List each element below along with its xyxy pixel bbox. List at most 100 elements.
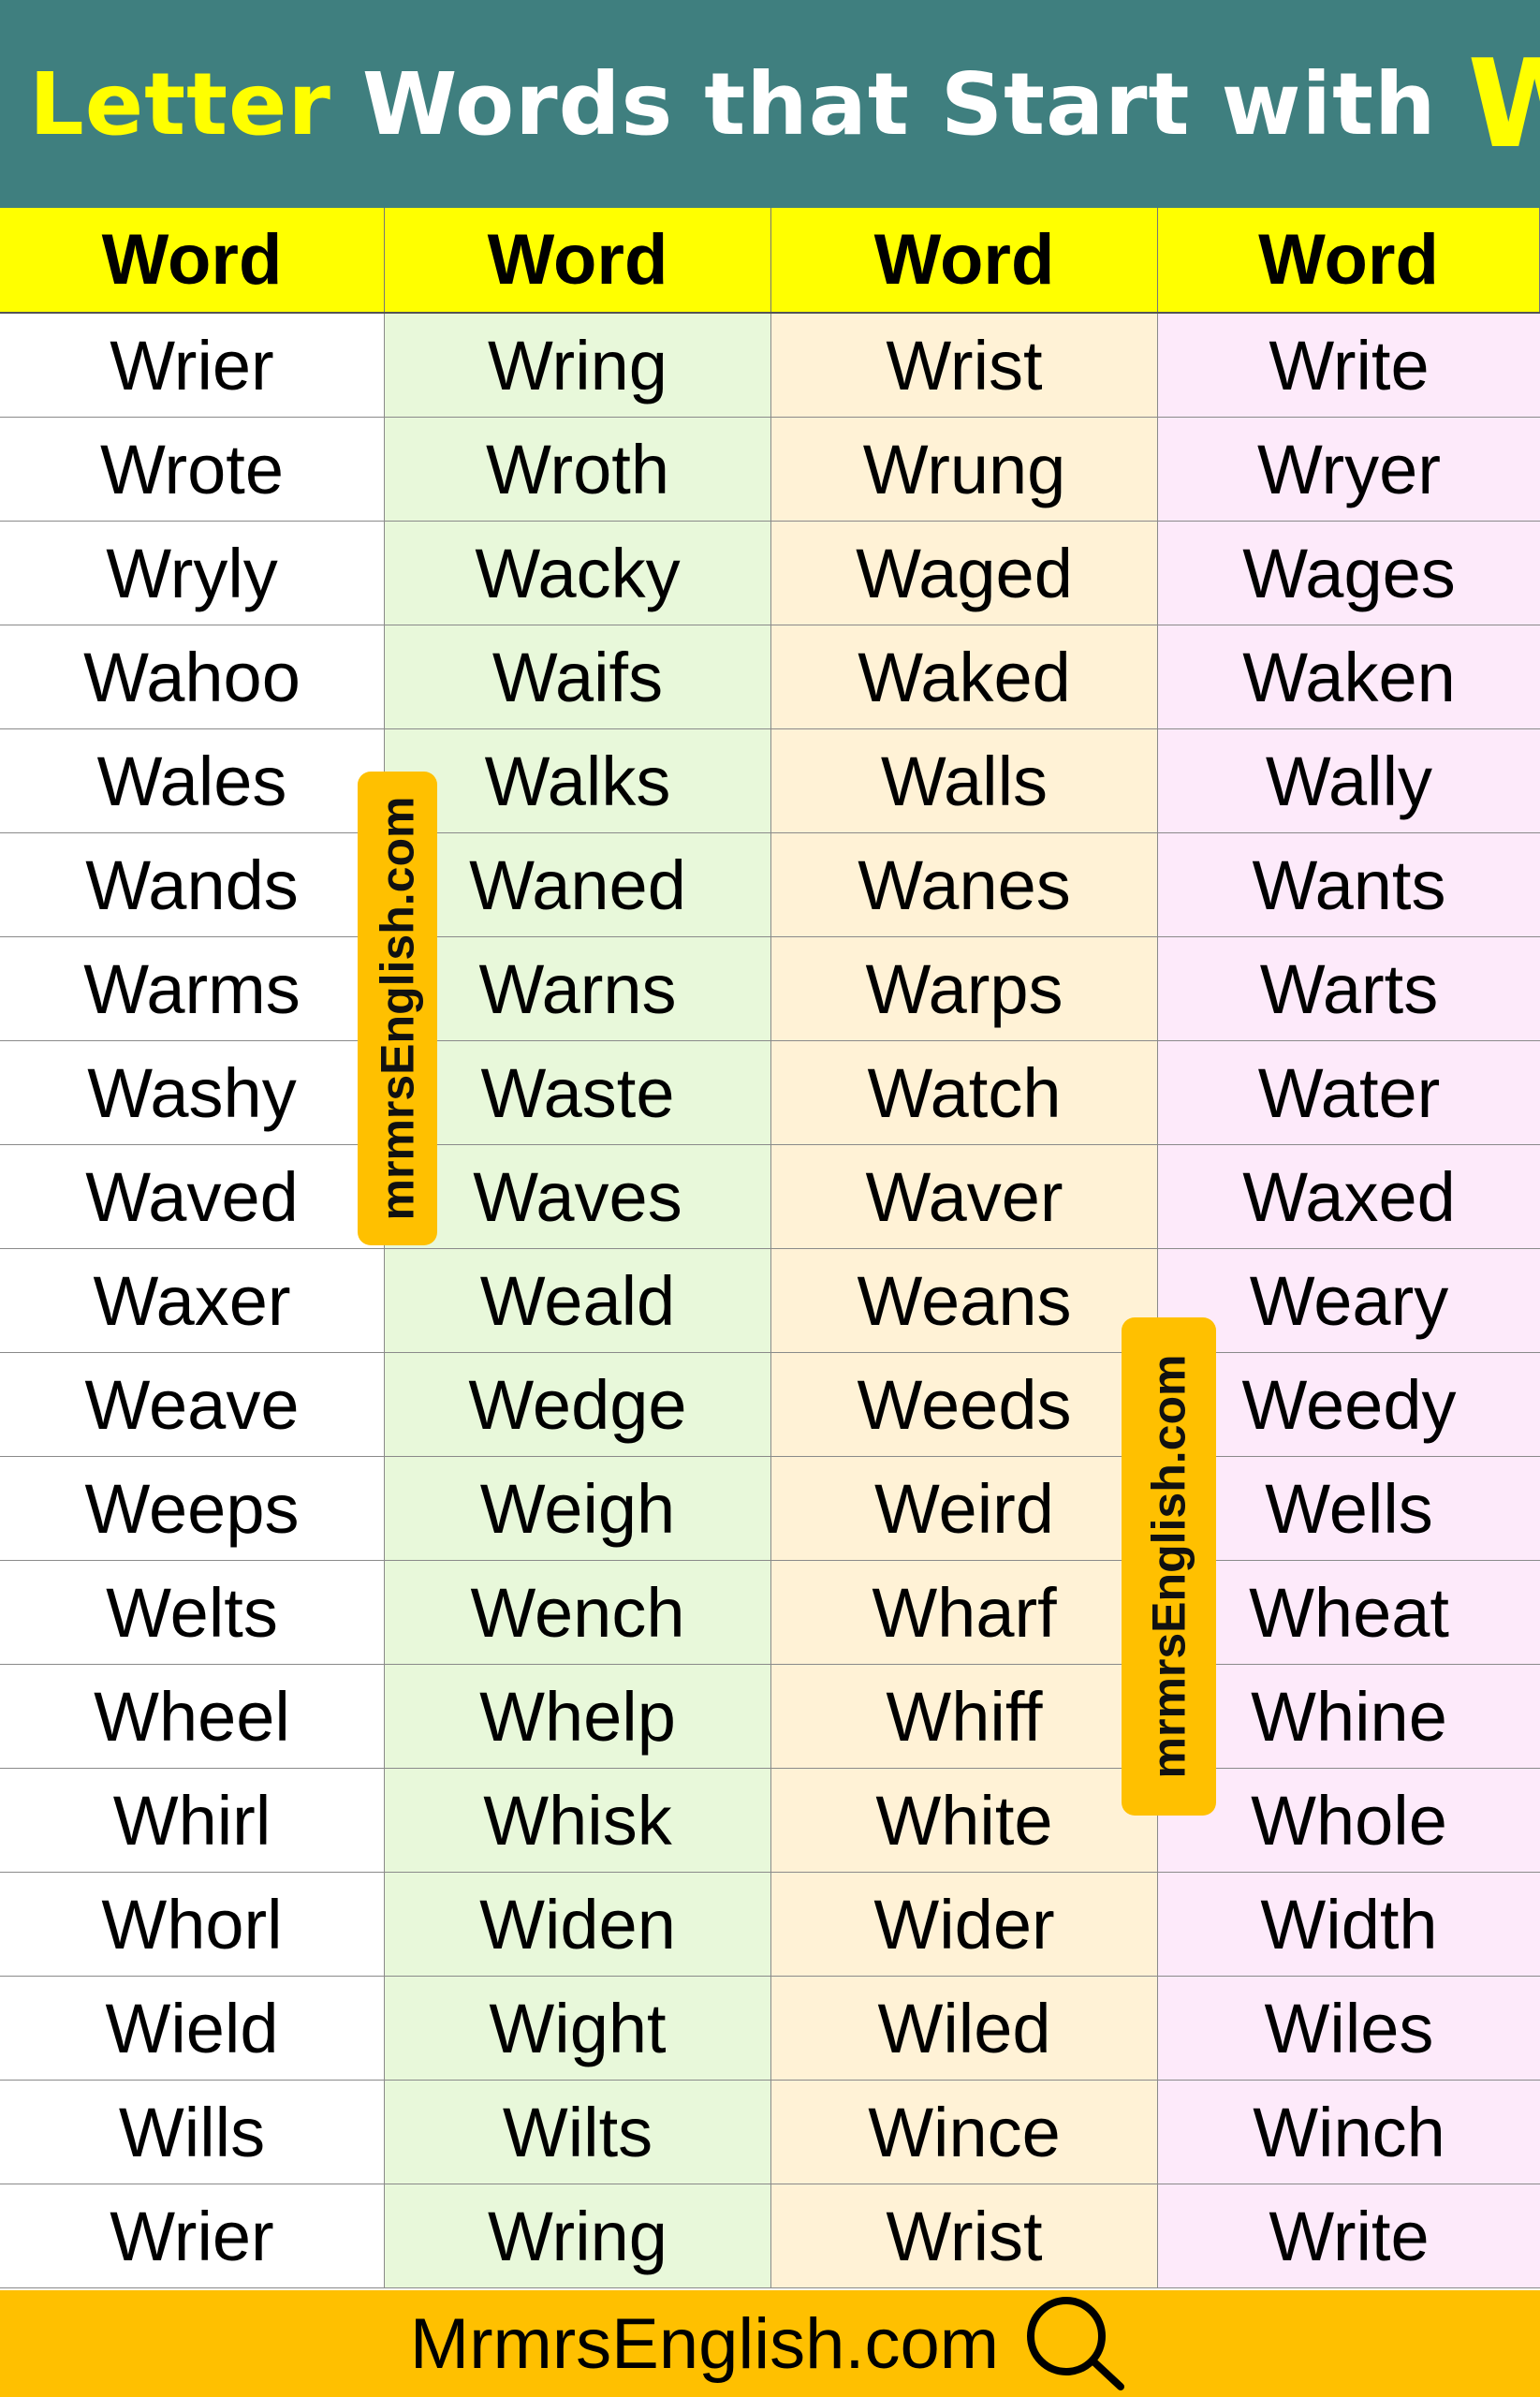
word-cell: Waved bbox=[0, 1145, 385, 1248]
word-cell: Whine bbox=[1158, 1665, 1540, 1768]
word-cell: Whiff bbox=[771, 1665, 1158, 1768]
word-cell: Weald bbox=[385, 1249, 771, 1352]
word-cell: Wiles bbox=[1158, 1977, 1540, 2080]
word-cell: Waxer bbox=[0, 1249, 385, 1352]
table-row: Waxer Weald Weans Weary bbox=[0, 1249, 1540, 1353]
table-row: Wills Wilts Wince Winch bbox=[0, 2081, 1540, 2184]
word-cell: Washy bbox=[0, 1041, 385, 1144]
table-row: Warms Warns Warps Warts bbox=[0, 937, 1540, 1041]
word-cell: Water bbox=[1158, 1041, 1540, 1144]
table-row: Weave Wedge Weeds Weedy bbox=[0, 1353, 1540, 1457]
table-header-row: Word Word Word Word bbox=[0, 208, 1540, 314]
table-body: Wrier Wring Wrist Write Wrote Wroth Wrung Wryer… bbox=[0, 314, 1540, 2288]
footer: MrmrsEnglish.com bbox=[0, 2290, 1540, 2397]
word-cell: Walks bbox=[385, 729, 771, 832]
word-cell: Wider bbox=[771, 1873, 1158, 1976]
table-row: Waved Waves Waver Waxed bbox=[0, 1145, 1540, 1249]
word-cell: Weave bbox=[0, 1353, 385, 1456]
word-cell: Whirl bbox=[0, 1769, 385, 1872]
table-row: Wales Walks Walls Wally bbox=[0, 729, 1540, 833]
footer-site-link[interactable]: MrmrsEnglish.com bbox=[409, 2303, 1000, 2384]
word-cell: Wills bbox=[0, 2081, 385, 2184]
word-cell: Warts bbox=[1158, 937, 1540, 1040]
title-letter: W bbox=[1467, 33, 1540, 175]
word-cell: Weary bbox=[1158, 1249, 1540, 1352]
column-header: Word bbox=[385, 208, 771, 312]
word-cell: Weedy bbox=[1158, 1353, 1540, 1456]
word-cell: Wedge bbox=[385, 1353, 771, 1456]
word-cell: Wands bbox=[0, 833, 385, 936]
word-cell: Waked bbox=[771, 625, 1158, 728]
word-cell: Wells bbox=[1158, 1457, 1540, 1560]
table-row: Whorl Widen Wider Width bbox=[0, 1873, 1540, 1977]
word-cell: Wilts bbox=[385, 2081, 771, 2184]
word-cell: Wrier bbox=[0, 2184, 385, 2287]
word-cell: Wring bbox=[385, 2184, 771, 2287]
word-cell: Warms bbox=[0, 937, 385, 1040]
word-cell: Wahoo bbox=[0, 625, 385, 728]
word-cell: Whelp bbox=[385, 1665, 771, 1768]
word-cell: Waifs bbox=[385, 625, 771, 728]
word-cell: Write bbox=[1158, 314, 1540, 417]
word-cell: Wanes bbox=[771, 833, 1158, 936]
word-cell: Waken bbox=[1158, 625, 1540, 728]
word-cell: Winch bbox=[1158, 2081, 1540, 2184]
word-cell: Wales bbox=[0, 729, 385, 832]
table-row: Wryly Wacky Waged Wages bbox=[0, 522, 1540, 625]
column-header: Word bbox=[1158, 208, 1540, 312]
word-cell: Waver bbox=[771, 1145, 1158, 1248]
word-cell: Warps bbox=[771, 937, 1158, 1040]
table-row: Wahoo Waifs Waked Waken bbox=[0, 625, 1540, 729]
word-cell: Warns bbox=[385, 937, 771, 1040]
table-row: Washy Waste Watch Water bbox=[0, 1041, 1540, 1145]
watermark-text: mrmrsEnglish.com bbox=[371, 796, 424, 1221]
column-header: Word bbox=[771, 208, 1158, 312]
word-cell: Wield bbox=[0, 1977, 385, 2080]
word-cell: Wrist bbox=[771, 2184, 1158, 2287]
word-cell: Weeps bbox=[0, 1457, 385, 1560]
word-cell: Waged bbox=[771, 522, 1158, 625]
watermark-1: mrmrsEnglish.com bbox=[358, 772, 437, 1245]
table-row: Wrier Wring Wrist Write bbox=[0, 2184, 1540, 2288]
word-cell: Waxed bbox=[1158, 1145, 1540, 1248]
word-cell: Wheat bbox=[1158, 1561, 1540, 1664]
word-cell: Write bbox=[1158, 2184, 1540, 2287]
word-cell: Weigh bbox=[385, 1457, 771, 1560]
word-cell: Waned bbox=[385, 833, 771, 936]
word-cell: Whisk bbox=[385, 1769, 771, 1872]
word-cell: White bbox=[771, 1769, 1158, 1872]
word-cell: Wroth bbox=[385, 418, 771, 521]
word-cell: Wrote bbox=[0, 418, 385, 521]
table-row: Wheel Whelp Whiff Whine bbox=[0, 1665, 1540, 1769]
word-cell: Wince bbox=[771, 2081, 1158, 2184]
word-cell: Whorl bbox=[0, 1873, 385, 1976]
title-part1: 5 Letter bbox=[0, 53, 331, 154]
word-cell: Waste bbox=[385, 1041, 771, 1144]
word-cell: Welts bbox=[0, 1561, 385, 1664]
word-cell: Whole bbox=[1158, 1769, 1540, 1872]
word-cell: Wrung bbox=[771, 418, 1158, 521]
word-cell: Wrier bbox=[0, 314, 385, 417]
table-row: Weeps Weigh Weird Wells bbox=[0, 1457, 1540, 1561]
word-cell: Width bbox=[1158, 1873, 1540, 1976]
table-row: Wield Wight Wiled Wiles bbox=[0, 1977, 1540, 2081]
search-icon bbox=[1027, 2297, 1125, 2390]
word-table: Word Word Word Word Wrier Wring Wrist Write… bbox=[0, 208, 1540, 2288]
table-row: Wands Waned Wanes Wants bbox=[0, 833, 1540, 937]
word-cell: Wiled bbox=[771, 1977, 1158, 2080]
table-row: Wrier Wring Wrist Write bbox=[0, 314, 1540, 418]
word-cell: Wench bbox=[385, 1561, 771, 1664]
word-cell: Weeds bbox=[771, 1353, 1158, 1456]
word-cell: Wight bbox=[385, 1977, 771, 2080]
word-cell: Wryly bbox=[0, 522, 385, 625]
watermark-2: mrmrsEnglish.com bbox=[1122, 1317, 1216, 1816]
word-cell: Waves bbox=[385, 1145, 771, 1248]
word-cell: Wring bbox=[385, 314, 771, 417]
word-cell: Wrist bbox=[771, 314, 1158, 417]
column-header: Word bbox=[0, 208, 385, 312]
word-cell: Wally bbox=[1158, 729, 1540, 832]
table-row: Welts Wench Wharf Wheat bbox=[0, 1561, 1540, 1665]
word-cell: Weans bbox=[771, 1249, 1158, 1352]
word-cell: Wheel bbox=[0, 1665, 385, 1768]
title-part2: Words that Start with bbox=[361, 53, 1437, 154]
